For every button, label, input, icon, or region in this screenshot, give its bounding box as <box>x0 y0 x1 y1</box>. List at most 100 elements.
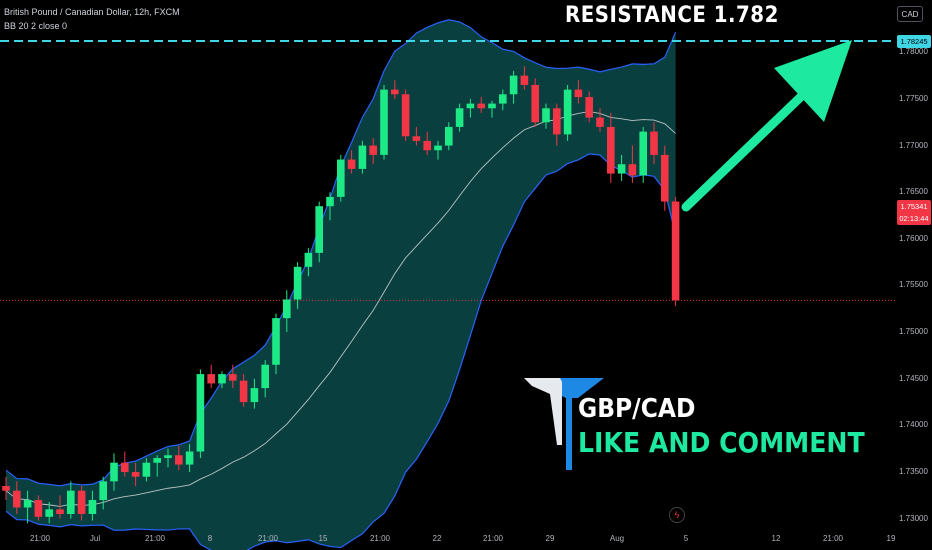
candle-body <box>391 89 399 95</box>
candle-body <box>531 84 539 123</box>
candle-body <box>466 103 475 109</box>
trend-arrow-shaft <box>681 83 815 212</box>
x-tick-label: 21:00 <box>482 534 504 543</box>
y-tick-label: 1.73500 <box>899 467 928 477</box>
candle-body <box>671 201 680 301</box>
resistance-label: RESISTANCE 1.782 <box>565 3 779 28</box>
candle-body <box>380 89 388 155</box>
candle-body <box>488 103 496 109</box>
indicator-title: BB 20 2 close 0 <box>4 21 68 31</box>
x-tick-label: Aug <box>609 534 625 543</box>
x-tick-label: 21:00 <box>822 534 844 543</box>
candle-body <box>499 94 507 104</box>
candle-body <box>261 364 269 389</box>
candle-body <box>509 75 518 95</box>
y-tick-label: 1.73000 <box>899 513 928 523</box>
candle-body <box>477 103 485 109</box>
candle-body <box>99 481 107 501</box>
y-tick-label: 1.75000 <box>899 327 928 337</box>
candle-body <box>293 266 302 300</box>
candle-body <box>153 458 161 463</box>
candle-body <box>121 462 129 473</box>
candle-body <box>596 117 604 127</box>
candle-body <box>175 455 183 465</box>
x-tick-label: 22 <box>432 534 442 543</box>
candle-body <box>553 108 561 135</box>
current-price-label: 1.75341 <box>897 200 931 213</box>
candle-body <box>56 509 64 515</box>
candle-body <box>45 509 53 517</box>
candle-body <box>358 145 367 169</box>
candle-body <box>229 374 237 381</box>
x-tick-label: 21:00 <box>29 534 51 543</box>
x-tick-label: Jul <box>89 534 101 543</box>
y-tick-label: 1.77000 <box>899 140 928 150</box>
candle-body <box>574 89 583 98</box>
candle-body <box>585 97 593 118</box>
candle-body <box>67 490 75 515</box>
candle-body <box>617 164 626 174</box>
symbol-title: British Pound / Canadian Dollar, 12h, FX… <box>4 7 180 17</box>
call-to-action: LIKE AND COMMENT <box>578 426 865 459</box>
candle-body <box>661 154 669 202</box>
x-tick-label: 19 <box>886 534 896 543</box>
y-tick-label: 1.78000 <box>899 47 928 57</box>
trend-arrow-head <box>774 40 852 122</box>
candle-body <box>272 318 280 365</box>
candle-body <box>250 388 259 403</box>
y-tick-label: 1.77500 <box>899 93 928 103</box>
candle-body <box>607 126 615 174</box>
candle-body <box>34 500 43 517</box>
candle-body <box>196 374 205 452</box>
candle-body <box>369 145 377 155</box>
candle-body <box>207 374 215 384</box>
candle-body <box>283 299 291 319</box>
logo-right <box>524 378 604 470</box>
x-tick-label: 21:00 <box>257 534 279 543</box>
candle-body <box>326 196 334 207</box>
lightning-icon[interactable]: ϟ <box>669 507 685 523</box>
candle-body <box>88 500 97 515</box>
x-tick-label: 21:00 <box>369 534 391 543</box>
logo-left <box>524 378 562 445</box>
candle-body <box>401 94 410 137</box>
candle-body <box>639 131 647 176</box>
y-tick-label: 1.76500 <box>899 187 928 197</box>
candle-body <box>110 462 118 482</box>
pair-label: GBP/CAD <box>578 394 696 424</box>
x-tick-label: 5 <box>683 534 689 543</box>
candle-body <box>2 486 10 491</box>
y-tick-label: 1.74000 <box>899 420 928 430</box>
x-tick-label: 8 <box>207 534 213 543</box>
candle-body <box>520 75 529 85</box>
candle-body <box>239 380 248 403</box>
candle-body <box>423 140 431 151</box>
bollinger-band-fill <box>6 19 676 550</box>
candle-body <box>164 455 172 459</box>
x-tick-label: 12 <box>771 534 781 543</box>
candle-body <box>563 89 572 135</box>
y-tick-label: 1.75500 <box>899 280 928 290</box>
bollinger-lower-line <box>5 153 677 550</box>
candle-body <box>347 159 356 169</box>
y-tick-label: 1.74500 <box>899 373 928 383</box>
candle-body <box>628 164 637 176</box>
candle-body <box>304 252 313 267</box>
candle-body <box>650 131 658 155</box>
candle-body <box>218 374 226 384</box>
candle-body <box>23 500 32 508</box>
candle-body <box>131 472 140 477</box>
currency-button[interactable]: CAD <box>897 6 923 22</box>
candle-body <box>77 490 86 515</box>
candle-body <box>185 451 194 465</box>
countdown-label: 02:13:44 <box>897 212 931 225</box>
candle-body <box>142 462 151 477</box>
candle-body <box>542 108 550 123</box>
candle-body <box>434 145 442 151</box>
candle-body <box>412 136 421 141</box>
candle-body <box>315 206 323 253</box>
candle-body <box>337 159 345 197</box>
candle-body <box>13 490 21 508</box>
candle-body <box>445 126 453 146</box>
